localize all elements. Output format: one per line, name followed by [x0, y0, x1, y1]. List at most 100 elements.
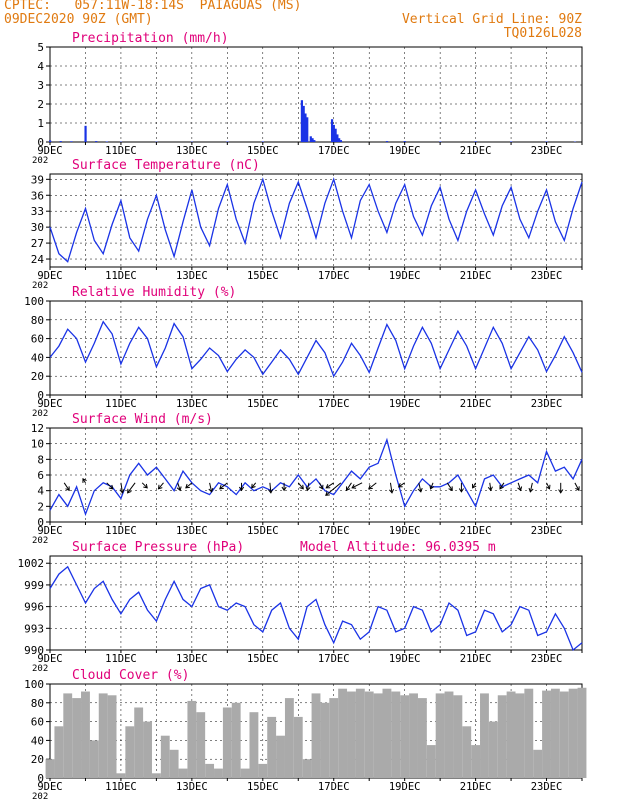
x-tick-label: 17DEC — [318, 145, 350, 157]
y-tick-label: 60 — [31, 333, 44, 346]
x-tick-label: 9DEC — [37, 398, 62, 410]
cloud-bar — [347, 691, 356, 778]
cloud-bar — [382, 688, 392, 778]
wind-arrow-head — [351, 484, 357, 489]
y-tick-label: 996 — [24, 601, 44, 614]
x-tick-label: 15DEC — [247, 781, 279, 793]
x-tick-label: 23DEC — [531, 525, 563, 537]
model-code: TQ0126L028 — [503, 26, 582, 41]
y-tick-label: 100 — [24, 678, 44, 691]
y-tick-label: 999 — [24, 579, 44, 592]
cloud-bar — [249, 712, 259, 778]
x-tick-label: 17DEC — [318, 653, 350, 665]
wind-arrow — [529, 482, 533, 492]
panel-frame — [49, 46, 583, 143]
y-tick-label: 36 — [31, 189, 44, 202]
wind-arrow-head — [219, 484, 224, 490]
y-tick-label: 80 — [31, 697, 44, 710]
x-tick-label: 19DEC — [389, 398, 421, 410]
precip-bar — [474, 141, 477, 142]
cloud-bar — [338, 688, 348, 778]
panel-2: 24 27 30 33 36 39 9DEC 11DEC 13DEC 15DEC 17DEC 19DE… — [31, 158, 583, 291]
precip-bar — [510, 141, 513, 142]
cloud-bar — [480, 693, 489, 778]
x-tick-label: 9DEC — [37, 653, 62, 665]
y-tick-label: 2 — [37, 500, 44, 513]
wind-arrow — [297, 482, 304, 490]
y-tick-label: 0 — [37, 772, 44, 785]
y-tick-label: 5 — [37, 41, 44, 54]
wind-arrow — [546, 482, 550, 490]
wind-arrow-head — [82, 478, 87, 483]
wind-arrow — [63, 482, 70, 491]
wind-arrow-head — [545, 484, 551, 490]
vertical-grid-note: Vertical Grid Line: 90Z — [401, 12, 582, 27]
cloud-bar — [151, 773, 161, 778]
x-tick-label: 9DEC — [37, 781, 62, 793]
x-tick-label: 19DEC — [389, 145, 421, 157]
wind-arrow — [398, 482, 405, 488]
cloud-bar — [187, 700, 197, 778]
cloud-bar — [45, 759, 55, 778]
wind-arrow-head — [299, 484, 304, 490]
x-tick-label: 23DEC — [531, 398, 563, 410]
wind-arrow-head — [143, 483, 148, 489]
wind-arrow-head — [345, 486, 351, 492]
cloud-bar — [276, 735, 285, 778]
panel-4: 0 2 4 6 8 10 12 9DEC 11DEC 13DEC 15DEC 17DEC 19DEC 21… — [31, 412, 583, 546]
wind-arrow — [517, 482, 522, 491]
cloud-bar — [54, 726, 64, 778]
y-tick-label: 24 — [31, 253, 45, 266]
wind-arrow-head — [208, 487, 214, 493]
cloud-bar — [125, 726, 135, 778]
x-tick-label: 11DEC — [105, 525, 137, 537]
y-tick-label: 0 — [37, 389, 44, 402]
wind-arrow-head — [558, 489, 564, 494]
cloud-bar — [311, 693, 321, 778]
cloud-bar — [98, 693, 108, 778]
wind-arrow — [127, 482, 136, 494]
y-tick-label: 39 — [31, 173, 44, 186]
panel-1: 0 1 2 3 4 5 9DEC 11DEC 13DEC 15DEC 17DEC 19DEC 21DEC… — [32, 31, 583, 166]
x-tick-label: 13DEC — [176, 145, 208, 157]
y-tick-label: 1 — [37, 117, 44, 130]
precip-bar — [105, 141, 108, 142]
y-tick-label: 100 — [24, 295, 44, 308]
year-label: 202 — [32, 156, 48, 166]
wind-arrow — [306, 482, 310, 491]
year-label: 202 — [32, 664, 48, 674]
cloud-bar — [293, 716, 303, 778]
x-tick-label: 15DEC — [247, 398, 279, 410]
x-tick-label: 21DEC — [460, 781, 492, 793]
y-tick-label: 60 — [31, 716, 44, 729]
y-tick-label: 990 — [24, 644, 44, 657]
wind-vectors — [63, 478, 580, 496]
x-tick-label: 9DEC — [37, 525, 62, 537]
wind-arrow-head — [176, 486, 182, 492]
cloud-bar — [222, 707, 232, 778]
panel-frame — [49, 555, 583, 651]
precip-bar — [439, 141, 442, 142]
cloud-bar — [178, 768, 188, 778]
cloud-bar — [488, 721, 498, 778]
cloud-bar — [134, 707, 144, 778]
wind-arrow-head — [325, 483, 331, 489]
wind-arrow-head — [318, 484, 324, 490]
cloud-bar — [267, 716, 277, 778]
cloud-bar — [550, 688, 560, 778]
wind-arrow-head — [528, 487, 534, 493]
wind-arrow — [418, 482, 422, 492]
x-tick-label: 21DEC — [460, 145, 492, 157]
wind-arrow-head — [325, 491, 330, 496]
y-tick-label: 6 — [37, 469, 44, 482]
wind-arrow — [106, 482, 114, 490]
cloud-bar — [462, 726, 472, 778]
panel-frame — [49, 173, 583, 268]
wind-arrow — [141, 482, 148, 489]
cloud-bar — [568, 688, 578, 778]
year-label: 202 — [32, 536, 48, 546]
cloud-bar — [355, 688, 365, 778]
cloud-bar — [435, 693, 445, 778]
cloud-bar — [284, 698, 294, 778]
x-tick-label: 21DEC — [460, 270, 492, 282]
